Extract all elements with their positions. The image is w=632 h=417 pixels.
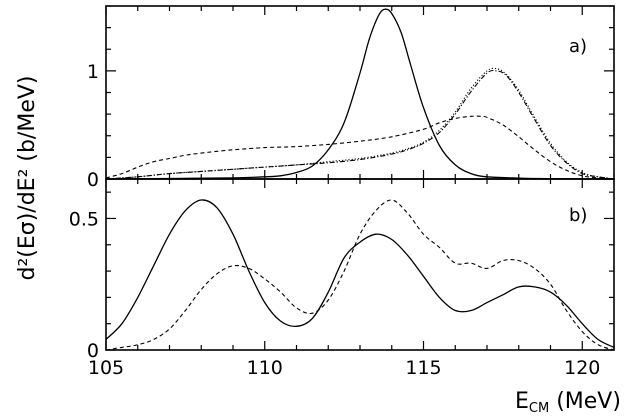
panel-b-x-tick-label: 110: [247, 357, 283, 379]
panel-b-x-tick-label: 120: [564, 357, 600, 379]
panel-a-series-dashed-line: [105, 115, 615, 180]
panel-a-label: a): [569, 36, 587, 57]
panel-b-series-dashed-line: [105, 199, 615, 351]
panel-a-y-tick-label: 0: [87, 169, 99, 191]
panel-b-series-solid-line: [105, 199, 615, 348]
panel-a-ticks: 01: [87, 5, 615, 191]
panel-b-ticks: 0 0.5 105 110 115 120: [69, 179, 615, 379]
panel-a-y-tick-label: 1: [87, 61, 99, 83]
panel-b-y-tick-label: 0.5: [69, 208, 99, 230]
panel-b-x-tick-label: 105: [88, 357, 124, 379]
panel-b-x-tick-label: 115: [405, 357, 441, 379]
panel-b-label: b): [569, 205, 587, 226]
y-axis-title: d²(Eσ)/dE² (b/MeV): [15, 76, 40, 281]
panel-a-series-dashdot-line: [105, 69, 615, 180]
panel-b: 0 0.5 105 110 115 120 b): [69, 178, 615, 379]
x-axis-title: ECM (MeV): [515, 389, 621, 416]
panel-b-y-tick-label: 0: [87, 340, 99, 362]
panel-b-series: [105, 199, 615, 351]
